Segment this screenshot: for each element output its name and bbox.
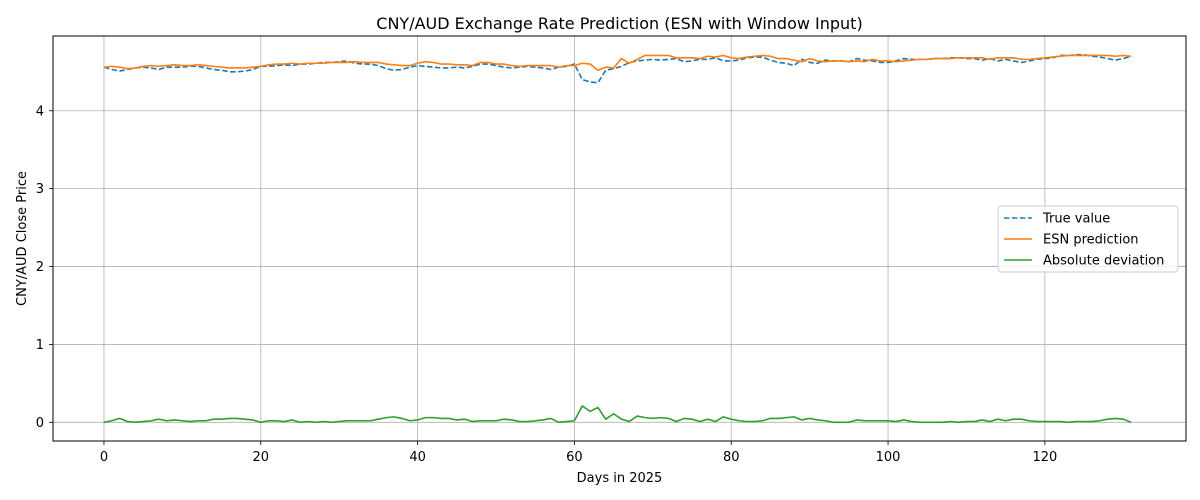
x-tick-label: 20: [253, 450, 270, 465]
x-axis-label: Days in 2025: [577, 471, 663, 486]
x-tick-label: 80: [723, 450, 740, 465]
y-tick-label: 2: [36, 260, 44, 275]
y-tick-label: 3: [36, 182, 44, 197]
series-line-absolute-deviation: [103, 405, 1132, 424]
chart-title: CNY/AUD Exchange Rate Prediction (ESN wi…: [376, 14, 862, 33]
legend-label-absolute-deviation: Absolute deviation: [1043, 254, 1164, 269]
series-line-esn-prediction: [103, 54, 1132, 72]
y-tick-label: 1: [36, 338, 44, 353]
x-tick-label: 100: [876, 450, 901, 465]
legend-label-esn-prediction: ESN prediction: [1043, 233, 1139, 248]
axis-ticks: 0 20 40 60 80 100 120 0 1 2 3 4: [36, 104, 1058, 465]
y-axis-label: CNY/AUD Close Price: [15, 171, 30, 306]
x-tick-label: 0: [100, 450, 108, 465]
x-tick-label: 60: [566, 450, 583, 465]
legend: True value ESN prediction Absolute deviati…: [997, 205, 1179, 273]
plot-frame: [52, 35, 1187, 442]
x-tick-label: 120: [1032, 450, 1057, 465]
grid-lines: [53, 36, 1186, 441]
series-lines: [103, 53, 1132, 424]
y-tick-label: 0: [36, 416, 44, 431]
legend-label-true-value: True value: [1042, 212, 1110, 227]
legend-box: [997, 205, 1179, 273]
y-tick-label: 4: [36, 104, 44, 119]
x-tick-label: 40: [409, 450, 426, 465]
